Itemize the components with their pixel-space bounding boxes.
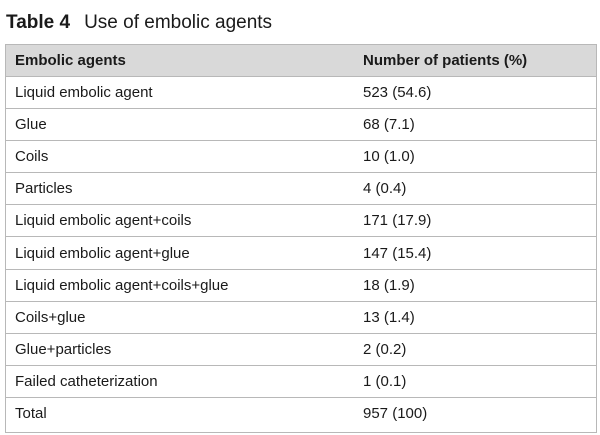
- cell-number-of-patients: 2 (0.2): [363, 340, 407, 358]
- table-row: Failed catheterization 1 (0.1): [6, 366, 596, 398]
- cell-embolic-agent: Liquid embolic agent+glue: [15, 244, 190, 262]
- cell-embolic-agent: Particles: [15, 180, 73, 198]
- table-row: Glue+particles 2 (0.2): [6, 334, 596, 366]
- cell-number-of-patients: 18 (1.9): [363, 276, 415, 294]
- cell-number-of-patients: 68 (7.1): [363, 116, 415, 134]
- table-row: Liquid embolic agent+glue 147 (15.4): [6, 237, 596, 270]
- cell-number-of-patients: 10 (1.0): [363, 148, 415, 166]
- table-body: Liquid embolic agent 523 (54.6) Glue 68 …: [6, 77, 596, 430]
- data-table: Embolic agents Number of patients (%) Li…: [5, 44, 597, 433]
- table-row-total: Total 957 (100): [6, 398, 596, 430]
- cell-number-of-patients: 1 (0.1): [363, 372, 407, 390]
- table-number: Table 4: [6, 12, 71, 33]
- table-row: Liquid embolic agent+coils+glue 18 (1.9): [6, 270, 596, 302]
- cell-total-label: Total: [15, 405, 47, 423]
- table-title: Use of embolic agents: [84, 12, 273, 33]
- cell-embolic-agent: Coils: [15, 148, 49, 166]
- cell-number-of-patients: 147 (15.4): [363, 244, 432, 262]
- table-row: Coils 10 (1.0): [6, 141, 596, 174]
- cell-embolic-agent: Glue+particles: [15, 340, 112, 358]
- cell-embolic-agent: Liquid embolic agent: [15, 84, 153, 102]
- cell-number-of-patients: 4 (0.4): [363, 180, 407, 198]
- cell-embolic-agent: Failed catheterization: [15, 372, 158, 390]
- table-header-row: Embolic agents Number of patients (%): [6, 45, 596, 77]
- table-row: Liquid embolic agent+coils 171 (17.9): [6, 205, 596, 238]
- cell-total-value: 957 (100): [363, 405, 428, 423]
- cell-embolic-agent: Liquid embolic agent+coils+glue: [15, 276, 229, 294]
- table-caption: Table 4 Use of embolic agents: [6, 8, 272, 38]
- column-header-number-of-patients: Number of patients (%): [363, 52, 528, 69]
- cell-embolic-agent: Liquid embolic agent+coils: [15, 212, 192, 230]
- cell-number-of-patients: 523 (54.6): [363, 84, 432, 102]
- cell-number-of-patients: 13 (1.4): [363, 308, 415, 326]
- column-header-embolic-agents: Embolic agents: [15, 52, 126, 69]
- table-row: Liquid embolic agent 523 (54.6): [6, 77, 596, 110]
- table-row: Glue 68 (7.1): [6, 109, 596, 142]
- cell-embolic-agent: Coils+glue: [15, 308, 86, 326]
- cell-number-of-patients: 171 (17.9): [363, 212, 432, 230]
- cell-embolic-agent: Glue: [15, 116, 47, 134]
- table-row: Coils+glue 13 (1.4): [6, 302, 596, 334]
- table-row: Particles 4 (0.4): [6, 173, 596, 206]
